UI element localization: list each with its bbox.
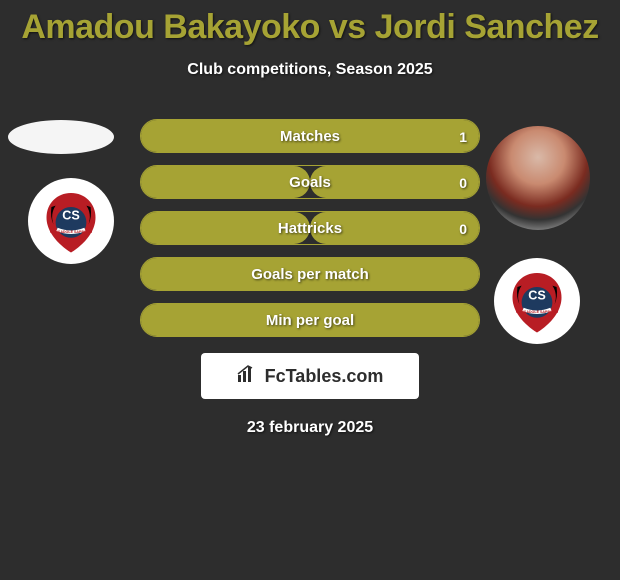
stat-label: Min per goal [141, 304, 479, 338]
player-right-avatar [486, 126, 590, 230]
stat-label: Goals per match [141, 258, 479, 292]
svg-text:CONSADOLE SAPPORO: CONSADOLE SAPPORO [50, 230, 92, 234]
stat-row: Matches1 [140, 119, 480, 153]
stat-row: Hattricks0 [140, 211, 480, 245]
chart-icon [237, 365, 259, 388]
stat-label: Hattricks [141, 212, 479, 246]
club-badge-right: CS CONSADOLE SAPPORO [494, 258, 580, 344]
consadole-badge-icon: CS CONSADOLE SAPPORO [36, 186, 106, 256]
stat-label: Goals [141, 166, 479, 200]
svg-text:CS: CS [62, 209, 80, 223]
stat-value-right: 1 [459, 120, 467, 154]
subtitle: Club competitions, Season 2025 [0, 61, 620, 79]
brand-text: FcTables.com [265, 366, 384, 387]
comparison-card: Amadou Bakayoko vs Jordi Sanchez Club co… [0, 0, 620, 580]
page-title: Amadou Bakayoko vs Jordi Sanchez [0, 0, 620, 47]
stat-label: Matches [141, 120, 479, 154]
stat-value-right: 0 [459, 166, 467, 200]
club-badge-left: CS CONSADOLE SAPPORO [28, 178, 114, 264]
stat-row: Goals0 [140, 165, 480, 199]
stats-panel: Matches1Goals0Hattricks0Goals per matchM… [140, 119, 480, 337]
svg-text:CONSADOLE SAPPORO: CONSADOLE SAPPORO [516, 310, 558, 314]
consadole-badge-icon: CS CONSADOLE SAPPORO [502, 266, 572, 336]
svg-text:CS: CS [528, 289, 546, 303]
stat-row: Min per goal [140, 303, 480, 337]
stat-value-right: 0 [459, 212, 467, 246]
brand-box: FcTables.com [201, 353, 419, 399]
snapshot-date: 23 february 2025 [0, 419, 620, 437]
stat-row: Goals per match [140, 257, 480, 291]
player-left-avatar [8, 120, 114, 154]
